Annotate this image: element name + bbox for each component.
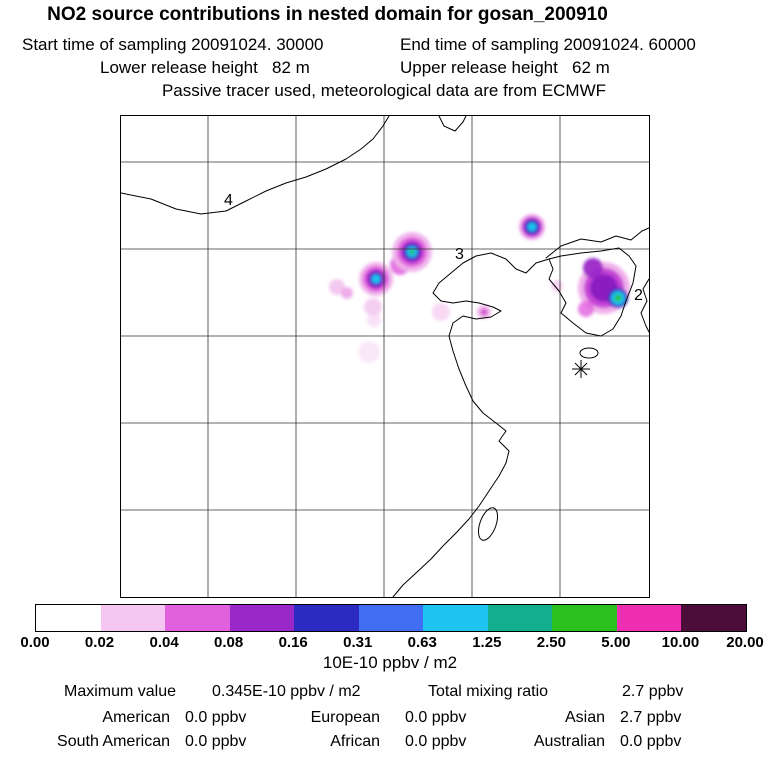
concentration-hotspot — [367, 313, 381, 327]
colorbar-tick-label: 0.63 — [407, 634, 437, 651]
colorbar-tick-label: 0.00 — [20, 634, 50, 651]
total-mixing-ratio-value: 2.7 ppbv — [622, 683, 684, 700]
taiwan-island — [477, 507, 499, 541]
coastline-layer — [121, 116, 649, 597]
colorbar-tick-label: 0.08 — [214, 634, 244, 651]
colorbar-segment-1 — [100, 605, 166, 631]
region-value-australian: 0.0 ppbv — [620, 733, 682, 750]
jeju-island — [579, 347, 599, 359]
region-value-african: 0.0 ppbv — [405, 733, 467, 750]
china-coastline — [392, 252, 550, 597]
concentration-hotspot — [480, 308, 488, 316]
colorbar-tick-label: 10.00 — [661, 634, 700, 651]
concentration-hotspot — [371, 274, 381, 284]
region-label-south-american: South American — [57, 733, 170, 750]
colorbar-tick-label: 0.02 — [84, 634, 115, 651]
manchuria-border-line — [545, 227, 649, 259]
colorbar-tick-label: 2.50 — [536, 634, 566, 651]
concentration-hotspot — [358, 341, 380, 363]
concentration-hotspot — [578, 301, 594, 317]
colorbar — [35, 604, 747, 632]
colorbar-segment-4 — [294, 605, 359, 631]
concentration-hotspot — [341, 287, 353, 299]
max-value: 0.345E-10 ppbv / m2 — [212, 683, 361, 700]
region-label-australian: Australian — [533, 733, 605, 750]
colorbar-segment-3 — [229, 605, 295, 631]
colorbar-segment-6 — [423, 605, 488, 631]
latlon-grid — [121, 116, 649, 597]
concentration-hotspot — [364, 298, 382, 316]
colorbar-tick-label: 0.16 — [278, 634, 308, 651]
colorbar-ticks: 0.00 0.02 0.04 0.08 0.16 0.31 0.63 1.25 2.50 5.00… — [20, 634, 763, 652]
concentration-hotspot — [432, 303, 450, 321]
map-label-4: 4 — [224, 192, 233, 209]
top-border-notch — [438, 116, 467, 132]
map-panel: 4 3 2 — [120, 115, 650, 598]
colorbar-tick-label: 0.31 — [343, 634, 373, 651]
region-value-asian: 2.7 ppbv — [620, 709, 682, 726]
colorbar-tick-label: 20.00 — [726, 634, 764, 651]
upper-release-height-label: Upper release height 62 m — [400, 58, 610, 77]
colorbar-segment-7 — [487, 605, 553, 631]
region-label-european: European — [310, 709, 380, 726]
north-border-line — [121, 116, 390, 215]
lower-release-height-label: Lower release height 82 m — [100, 58, 310, 77]
concentration-hotspot — [409, 249, 415, 255]
colorbar-segment-9 — [616, 605, 682, 631]
tracer-info-label: Passive tracer used, meteorological data… — [161, 81, 607, 100]
receptor-asterisk-icon — [572, 360, 590, 378]
colorbar-segment-8 — [552, 605, 617, 631]
region-value-south-american: 0.0 ppbv — [185, 733, 247, 750]
colorbar-tick-label: 5.00 — [601, 634, 631, 651]
colorbar-units-label: 10E-10 ppbv / m2 — [322, 653, 458, 672]
colorbar-segment-2 — [165, 605, 230, 631]
region-label-american: American — [102, 709, 170, 726]
total-mixing-ratio-label: Total mixing ratio — [428, 683, 549, 700]
region-value-european: 0.0 ppbv — [405, 709, 467, 726]
hotspot-layer — [329, 214, 630, 363]
concentration-hotspot — [329, 279, 345, 295]
concentration-hotspot — [527, 222, 537, 232]
concentration-hotspot — [583, 258, 603, 278]
colorbar-segment-0 — [36, 605, 101, 631]
kyushu-coastline — [640, 278, 649, 333]
colorbar-segment-5 — [358, 605, 424, 631]
region-label-african: African — [330, 733, 380, 750]
colorbar-tick-label: 1.25 — [472, 634, 502, 651]
region-value-american: 0.0 ppbv — [185, 709, 247, 726]
map-label-3: 3 — [455, 246, 464, 263]
korea-coastline — [548, 247, 637, 337]
end-time-label: End time of sampling 20091024. 60000 — [400, 35, 696, 54]
start-time-label: Start time of sampling 20091024. 30000 — [22, 35, 324, 54]
concentration-hotspot — [551, 280, 563, 292]
max-value-label: Maximum value — [64, 683, 177, 700]
colorbar-segment-10 — [681, 605, 747, 631]
concentration-hotspot — [614, 294, 622, 302]
map-label-2: 2 — [634, 287, 643, 304]
page-title: NO2 source contributions in nested domai… — [47, 4, 608, 25]
colorbar-tick-label: 0.04 — [149, 634, 179, 651]
map-label-layer: 4 3 2 — [224, 192, 643, 304]
region-label-asian: Asian — [564, 709, 605, 726]
